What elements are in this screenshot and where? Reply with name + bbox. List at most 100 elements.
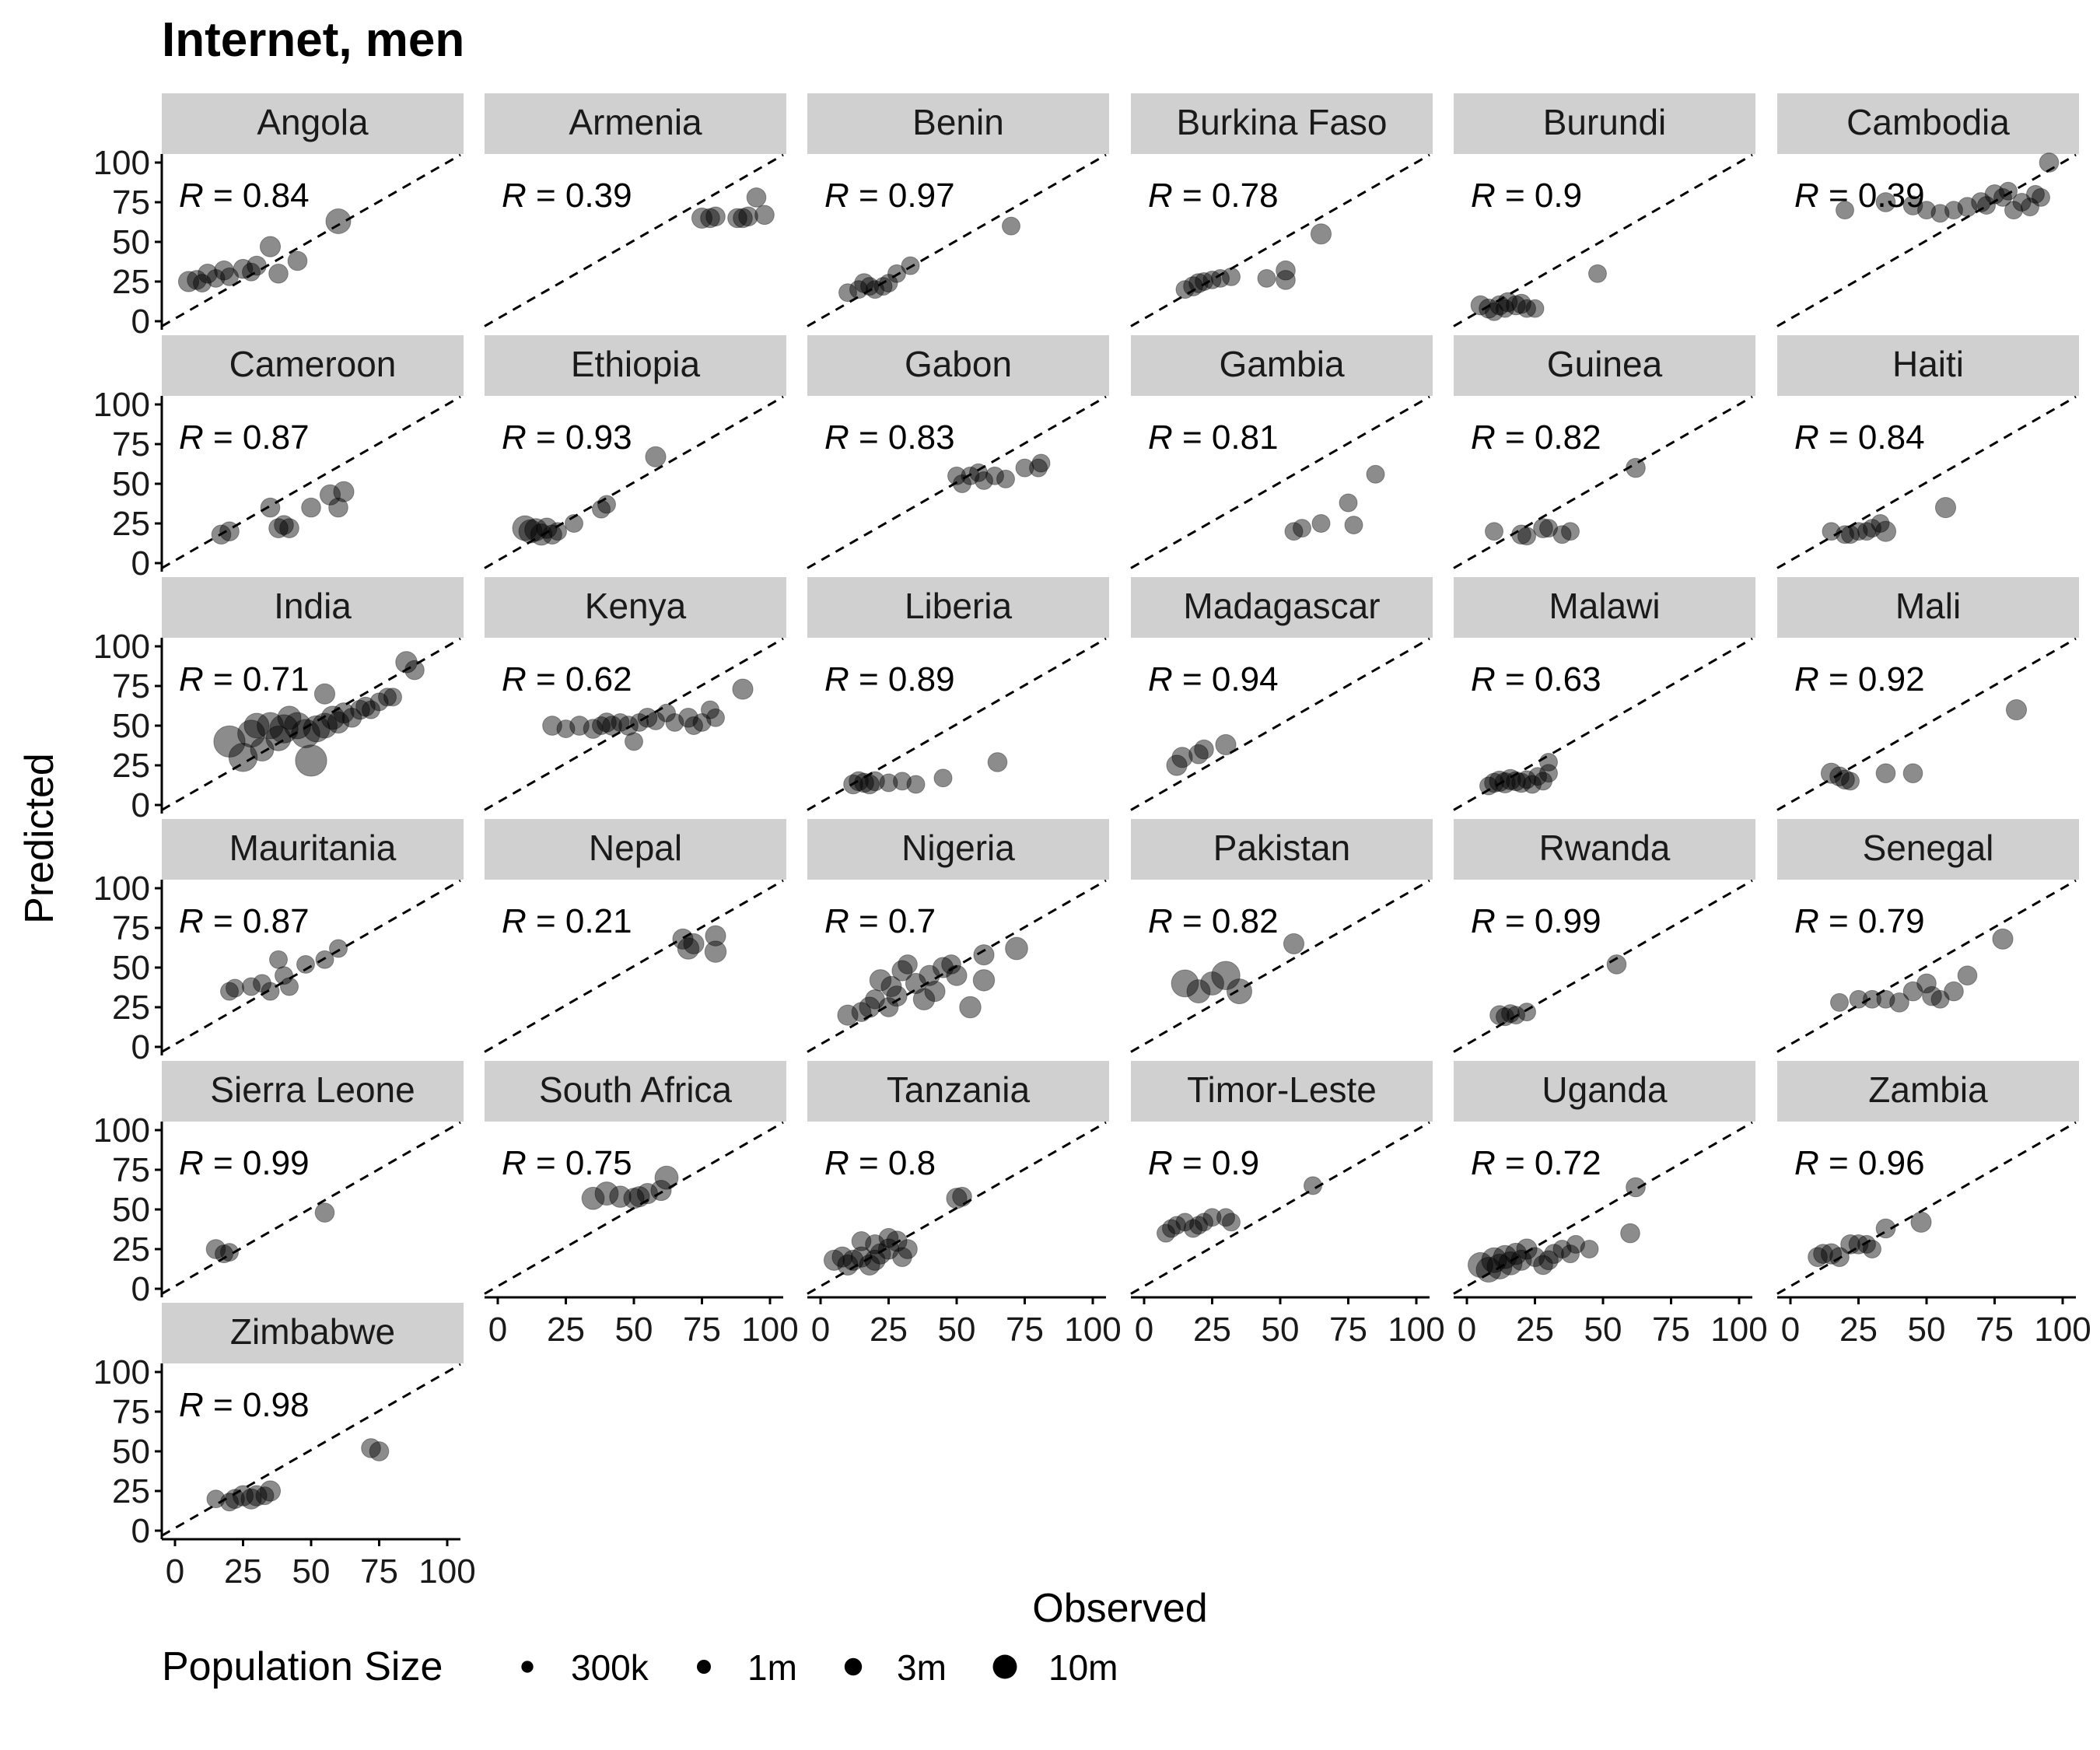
data-point [1523, 775, 1542, 794]
data-point [260, 497, 281, 518]
data-point [2026, 184, 2045, 204]
x-axis-title: Observed [1032, 1586, 1207, 1631]
correlation-label: R = 0.78 [1148, 177, 1279, 215]
data-point [985, 466, 1004, 485]
data-point [1910, 1211, 1932, 1233]
data-point [1186, 979, 1211, 1004]
data-point [1916, 973, 1937, 994]
data-point [1222, 267, 1241, 286]
correlation-label: R = 0.99 [1471, 902, 1601, 940]
y-tick-label: 25 [112, 747, 150, 785]
panel: Guinea R = 0.82 [1453, 335, 1755, 569]
data-point [843, 774, 863, 795]
data-point [1479, 776, 1498, 796]
data-point [213, 725, 246, 758]
data-point [1284, 522, 1304, 541]
data-point [220, 982, 239, 1001]
panel: Uganda R = 0.72 0 25 50 75 100 [1453, 1061, 1768, 1349]
data-point [280, 977, 299, 996]
panel: Senegal R = 0.79 [1776, 819, 2079, 1053]
identity-line [807, 637, 1107, 811]
x-tick-label: 50 [292, 1552, 331, 1591]
data-point [303, 715, 331, 743]
data-point [972, 969, 996, 992]
data-point [1874, 520, 1897, 542]
correlation-label: R = 0.79 [1794, 902, 1925, 940]
panel-title: Cambodia [1846, 102, 2010, 142]
data-point [919, 964, 940, 986]
data-point [1930, 204, 1950, 223]
panel-title: Gambia [1219, 344, 1344, 384]
x-tick-label: 0 [1135, 1311, 1153, 1349]
data-point [524, 518, 548, 542]
data-point [1216, 1208, 1235, 1227]
y-tick-label: 50 [112, 949, 150, 987]
panel: Cambodia R = 0.39 [1776, 93, 2079, 327]
data-point [893, 772, 912, 791]
data-point [1544, 1244, 1564, 1264]
data-point [592, 716, 611, 735]
data-point [864, 1249, 886, 1271]
data-point [261, 982, 280, 1001]
data-point [187, 270, 207, 290]
data-point [987, 752, 1008, 772]
data-point [395, 651, 418, 674]
data-point [320, 705, 345, 730]
strip-background [1131, 335, 1433, 396]
data-point [1506, 295, 1526, 316]
panel: Rwanda R = 0.99 [1453, 819, 1755, 1053]
panel: Liberia R = 0.89 [807, 577, 1109, 811]
data-point [313, 683, 336, 705]
panel-title: South Africa [539, 1069, 732, 1110]
data-point [1917, 201, 1936, 220]
x-tick-label: 50 [1584, 1311, 1622, 1349]
strip-background [1131, 577, 1433, 638]
data-point [1944, 201, 1963, 220]
strip-background [485, 335, 786, 396]
panel-title: Uganda [1542, 1069, 1668, 1110]
x-tick-label: 50 [615, 1311, 653, 1349]
data-point [1813, 1244, 1833, 1264]
strip-background [1454, 1061, 1755, 1122]
strip-background [162, 819, 464, 880]
y-tick-label: 0 [131, 1512, 150, 1550]
data-point [1276, 270, 1296, 290]
data-point [969, 463, 988, 482]
panel: Timor-Leste R = 0.9 0 25 50 75 100 [1130, 1061, 1445, 1349]
legend-key [844, 1657, 863, 1676]
data-point [1871, 514, 1890, 533]
data-point [237, 719, 265, 748]
data-point [198, 263, 218, 284]
data-point [1829, 766, 1850, 787]
data-point [701, 700, 719, 719]
panel-title: Nepal [589, 828, 682, 868]
y-tick-label: 75 [112, 909, 150, 947]
data-point [1875, 763, 1896, 784]
y-tick-label: 25 [112, 989, 150, 1027]
data-point [259, 1480, 282, 1502]
data-point [1489, 1005, 1510, 1026]
data-point [301, 497, 321, 518]
panel-title: Madagascar [1183, 586, 1380, 626]
legend-label: 3m [897, 1647, 947, 1688]
data-point [704, 940, 727, 963]
data-point [1993, 187, 2012, 207]
data-point [1626, 1177, 1646, 1198]
data-point [611, 712, 630, 732]
chart-title: Internet, men [162, 13, 464, 67]
data-point [628, 1186, 650, 1208]
data-point [912, 988, 936, 1011]
data-point [870, 1243, 891, 1265]
identity-line [484, 879, 784, 1053]
y-tick-label: 100 [93, 1353, 150, 1391]
identity-line [161, 1363, 461, 1537]
data-point [952, 1186, 972, 1207]
data-point [1875, 1218, 1896, 1239]
data-point [242, 262, 261, 282]
data-point [637, 707, 658, 728]
correlation-label: R = 0.63 [1471, 660, 1601, 698]
data-point [886, 985, 908, 1007]
identity-line [484, 1121, 784, 1295]
data-point [1484, 772, 1504, 793]
